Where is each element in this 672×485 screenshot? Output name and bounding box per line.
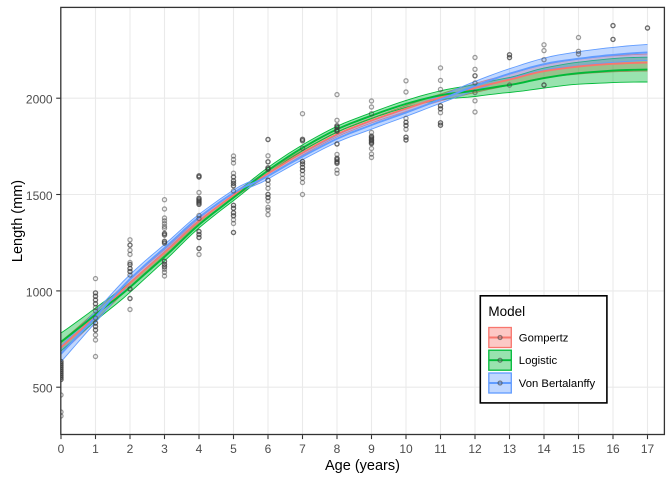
svg-text:16: 16 xyxy=(606,442,620,456)
svg-text:2: 2 xyxy=(127,442,134,456)
svg-text:3: 3 xyxy=(161,442,168,456)
svg-text:Model: Model xyxy=(488,304,525,319)
svg-text:10: 10 xyxy=(399,442,413,456)
svg-text:15: 15 xyxy=(572,442,586,456)
svg-text:Gompertz: Gompertz xyxy=(519,333,569,345)
svg-text:5: 5 xyxy=(230,442,237,456)
svg-text:14: 14 xyxy=(537,442,551,456)
svg-text:Logistic: Logistic xyxy=(519,355,558,367)
svg-text:500: 500 xyxy=(33,382,53,396)
svg-text:2000: 2000 xyxy=(26,93,53,107)
svg-text:17: 17 xyxy=(641,442,655,456)
svg-text:7: 7 xyxy=(299,442,306,456)
svg-text:1: 1 xyxy=(92,442,99,456)
svg-text:0: 0 xyxy=(58,442,65,456)
svg-text:12: 12 xyxy=(468,442,482,456)
svg-text:13: 13 xyxy=(503,442,517,456)
svg-text:Age (years): Age (years) xyxy=(325,458,400,474)
svg-text:1000: 1000 xyxy=(26,285,53,299)
svg-text:11: 11 xyxy=(434,442,447,456)
svg-text:Von Bertalanffy: Von Bertalanffy xyxy=(519,378,596,390)
svg-text:4: 4 xyxy=(196,442,203,456)
svg-text:1500: 1500 xyxy=(26,189,53,203)
svg-text:6: 6 xyxy=(265,442,272,456)
svg-text:9: 9 xyxy=(368,442,375,456)
svg-text:Length (mm): Length (mm) xyxy=(10,180,26,262)
svg-text:8: 8 xyxy=(334,442,341,456)
